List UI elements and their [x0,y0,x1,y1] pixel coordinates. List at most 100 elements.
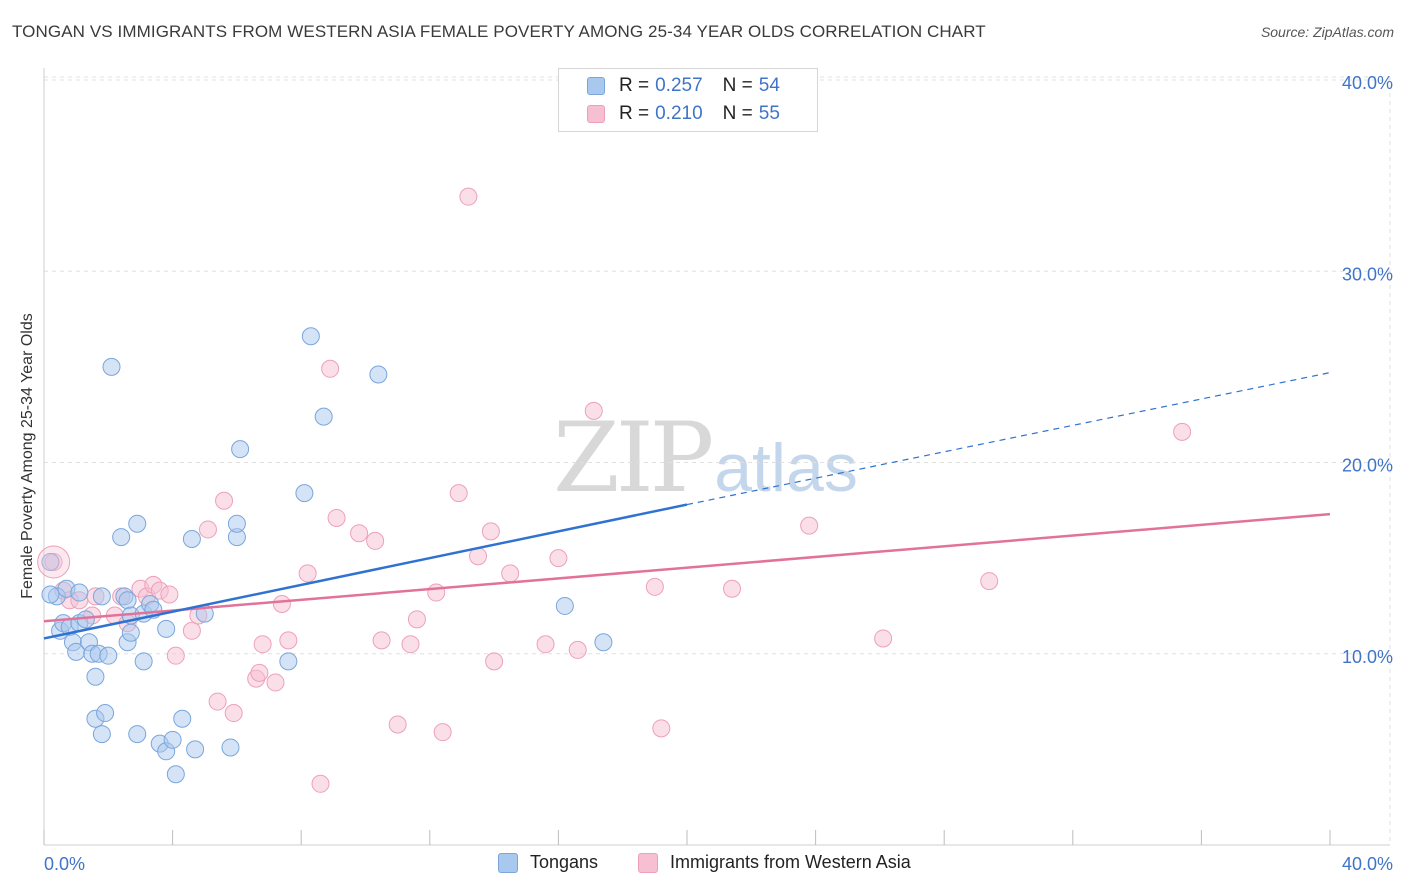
correlation-legend: R = 0.257 N = 54 R = 0.210 N = 55 [558,68,818,132]
legend-item-western-asia: Immigrants from Western Asia [638,852,911,873]
chart-title: TONGAN VS IMMIGRANTS FROM WESTERN ASIA F… [12,22,986,41]
data-point-tongans [279,652,298,671]
western-asia-swatch [638,852,658,873]
data-point-western-asia [1173,422,1192,441]
data-point-western-asia [536,635,555,654]
data-point-tongans [231,440,250,459]
y-tick-label: 10.0% [1342,647,1393,667]
data-point-western-asia [321,359,340,378]
data-point-western-asia [407,610,426,629]
trendline-tongans-extension [686,372,1331,506]
data-point-western-asia [298,564,317,583]
data-point-western-asia [874,629,893,648]
data-point-western-asia [645,577,664,596]
data-point-tongans [102,357,121,376]
data-point-western-asia [980,572,999,591]
data-point-tongans [301,327,320,346]
data-point-western-asia [481,522,500,541]
data-point-tongans [70,583,89,602]
data-point-tongans [86,667,105,686]
data-point-western-asia [568,640,587,659]
data-point-western-asia [224,704,243,723]
data-point-tongans [555,596,574,615]
legend-n-value: 54 [758,75,780,96]
data-point-tongans [594,633,613,652]
data-point-tongans [157,619,176,638]
x-tick-label: 40.0% [1342,854,1393,874]
data-point-western-asia [401,635,420,654]
data-point-western-asia [800,516,819,535]
data-point-western-asia [327,508,346,527]
tongans-swatch [498,852,518,873]
legend-row-western-asia: R = 0.210 N = 55 [587,103,780,125]
data-point-western-asia [388,715,407,734]
data-point-tongans [227,514,246,533]
data-point-western-asia [723,579,742,598]
data-point-western-asia [272,595,291,614]
data-point-western-asia [459,187,478,206]
legend-n-label: N = [722,75,753,96]
western-asia-swatch [587,105,605,123]
legend-r-value: 0.210 [655,103,703,124]
legend-r-value: 0.257 [655,75,703,96]
data-point-tongans [314,407,333,426]
data-point-western-asia [160,585,179,604]
data-point-western-asia [366,531,385,550]
data-point-western-asia [501,564,520,583]
data-point-western-asia [253,635,272,654]
y-tick-label: 20.0% [1342,456,1393,476]
data-point-tongans [295,484,314,503]
tongans-swatch [587,77,605,95]
data-point-western-asia [198,520,217,539]
data-point-western-asia [433,723,452,742]
data-point-western-asia [427,583,446,602]
x-tick-label: 0.0% [44,854,85,874]
watermark-zip: ZIP [553,402,714,514]
y-tick-label: 30.0% [1342,264,1393,284]
trendline-western-asia [43,512,1331,623]
data-point-tongans [41,552,60,571]
data-point-western-asia [449,484,468,503]
data-point-western-asia [350,524,369,543]
data-point-tongans [128,514,147,533]
legend-item-tongans: Tongans [498,852,598,873]
data-point-tongans [96,704,115,723]
y-tick-label: 40.0% [1342,73,1393,93]
data-point-tongans [186,740,205,759]
legend-n-label: N = [722,103,753,124]
trendline-tongans [43,503,688,640]
data-point-western-asia [311,774,330,793]
data-point-tongans [121,623,140,642]
watermark-atlas: atlas [714,430,858,506]
legend-row-tongans: R = 0.257 N = 54 [587,75,780,97]
data-point-tongans [112,528,131,547]
legend-r-label: R = [619,103,650,124]
data-point-tongans [128,725,147,744]
data-point-tongans [92,587,111,606]
data-point-western-asia [166,646,185,665]
data-point-western-asia [372,631,391,650]
data-point-western-asia [250,663,269,682]
data-point-western-asia [279,631,298,650]
data-point-tongans [92,725,111,744]
data-point-tongans [221,738,240,757]
legend-n-value: 55 [758,103,780,124]
watermark: ZIPatlas [553,402,858,514]
data-point-tongans [99,646,118,665]
data-point-tongans [182,530,201,548]
data-point-western-asia [215,491,234,510]
data-point-tongans [173,709,192,728]
legend-label-western-asia: Immigrants from Western Asia [670,852,911,872]
data-point-western-asia [549,549,568,568]
data-point-tongans [163,730,182,749]
data-point-tongans [369,365,388,384]
data-point-western-asia [652,719,671,738]
data-point-tongans [134,652,153,671]
data-point-western-asia [584,401,603,420]
source-credit: Source: ZipAtlas.com [1260,24,1394,40]
data-point-tongans [118,591,137,610]
data-point-tongans [41,585,60,604]
data-point-western-asia [182,621,201,640]
data-point-western-asia-large [37,545,71,579]
